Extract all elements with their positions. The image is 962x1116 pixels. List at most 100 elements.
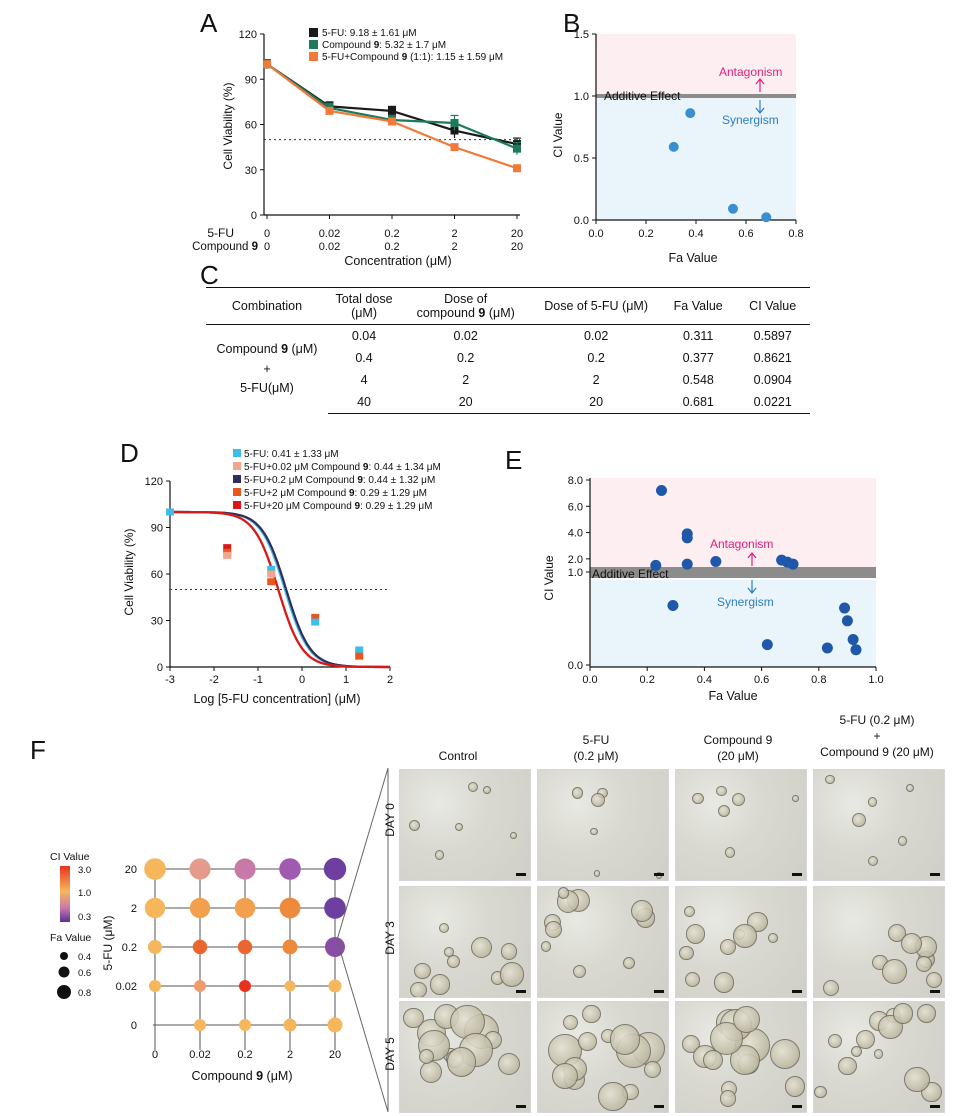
ci-dot [237,939,253,955]
organoid [768,933,779,943]
micro-col-fu-dose: (0.2 μM) [574,749,619,763]
micro-col-control: Control [439,749,478,763]
data-point [166,508,174,516]
fit-curve [170,510,390,669]
ci-dot [234,858,256,880]
organoid [904,1067,930,1093]
data-point [761,639,773,651]
panel-b-ylabel: CI Value [551,112,565,157]
y-tick-label: 0.0 [568,660,583,672]
y-tick-label: 30 [151,616,163,628]
y-tick-label: 8.0 [568,475,583,487]
legend-swatch-c9 [309,40,318,49]
fa-legend-dot [60,952,68,960]
scale-bar [516,873,526,876]
x-tick-label: 0.0 [588,228,603,240]
fa-legend-tick: 0.8 [78,988,91,999]
organoid [403,1007,424,1029]
organoid [443,946,454,957]
data-point [850,644,862,656]
combination-cell: Compound 9 (μM) + 5-FU(μM) [216,342,318,395]
organoid [925,971,943,989]
synergism-region [590,580,876,667]
organoid [825,774,835,785]
panel-b-additive-label: Additive Effect [604,89,681,103]
data-point [821,642,833,654]
organoid [882,959,907,985]
data-point [388,106,396,115]
ci-dot [283,1018,297,1032]
x-tick-label-c9: 0 [264,241,270,253]
x-tick-label: 0.2 [638,228,653,240]
organoid [703,1049,724,1071]
y-tick-label: 120 [145,476,163,488]
organoid [562,1014,578,1031]
scale-bar [792,990,802,993]
data-point [513,144,521,153]
panel-d-marks [166,508,390,669]
ci-dot [279,897,301,919]
legend-d-2: 5-FU+0.2 μM Compound 9: 0.44 ± 1.32 μM [244,475,435,486]
data-point [710,555,722,567]
organoid [719,1090,737,1107]
scale-bar [654,990,664,993]
data-point [513,164,521,173]
x-tick-label: 0.02 [189,1049,210,1061]
data-point [656,485,667,497]
synergism-region [596,96,796,220]
panel-a-axes: 0 30 60 90 120 0 0.02 0.2 2 20 0 0.02 0.2 2 20 [239,29,523,253]
organoid [497,1052,521,1076]
organoid [867,855,878,866]
organoid [540,941,552,953]
data-point [388,115,396,124]
panel-e-antagonism-label: Antagonism [710,537,773,551]
panel-b-synergism-label: Synergism [722,113,779,127]
organoid [822,980,839,997]
legend-a-1: Compound 9: 5.32 ± 1.7 μM [322,40,446,51]
cell-ci: 0.0904 [753,373,792,387]
y-tick-label: 90 [151,523,163,535]
x-tick-label-fu: 2 [451,228,457,240]
organoid [855,1029,876,1050]
panel-a-legend: 5-FU: 9.18 ± 1.61 μM Compound 9: 5.32 ± … [309,28,503,63]
organoid [916,956,933,973]
data-point [311,618,320,626]
ci-legend-tick: 3.0 [78,865,91,876]
x-tick-label-c9: 0.02 [319,241,340,253]
fit-curve [170,510,390,669]
panel-a-row1-label: 5-FU [207,226,234,240]
x-tick-label: 2 [287,1049,293,1061]
panel-e-additive-label: Additive Effect [592,567,669,581]
data-point [650,559,662,571]
organoid [409,820,421,832]
ci-dot [239,1019,251,1031]
organoid-micrograph [399,886,531,998]
x-tick-label: 0.8 [811,674,826,686]
series-line [266,63,518,146]
x-tick-label: 0.2 [640,674,655,686]
legend-a-0: 5-FU: 9.18 ± 1.61 μM [322,28,417,39]
data-point [325,102,334,111]
data-point [668,141,679,152]
organoid [731,793,746,807]
cell-fa: 0.377 [682,351,714,365]
organoid [468,781,479,792]
panel-e-axes: 1.02.04.06.08.00.00.0 0.2 0.4 0.6 0.8 1.0 [568,475,884,686]
cell-fu: 0.2 [587,351,605,365]
legend-swatch-d4 [233,501,241,509]
panel-a-marks [263,59,521,173]
fa-legend-title: Fa Value [50,932,91,944]
x-tick-label: 0.6 [738,228,753,240]
panel-b-background [596,34,796,220]
organoid [454,822,463,831]
y-tick-label: 0.0 [574,215,589,227]
x-tick-label: -1 [253,674,263,686]
organoid [410,981,427,997]
y-tick-label: 120 [239,29,257,41]
legend-d-4: 5-FU+20 μM Compound 9: 0.29 ± 1.29 μM [244,501,433,512]
organoid-micrograph [813,769,945,881]
organoid [692,792,704,804]
organoid-micrograph [399,1001,531,1113]
panel-c-letter: C [200,260,219,290]
organoid [892,1003,914,1024]
